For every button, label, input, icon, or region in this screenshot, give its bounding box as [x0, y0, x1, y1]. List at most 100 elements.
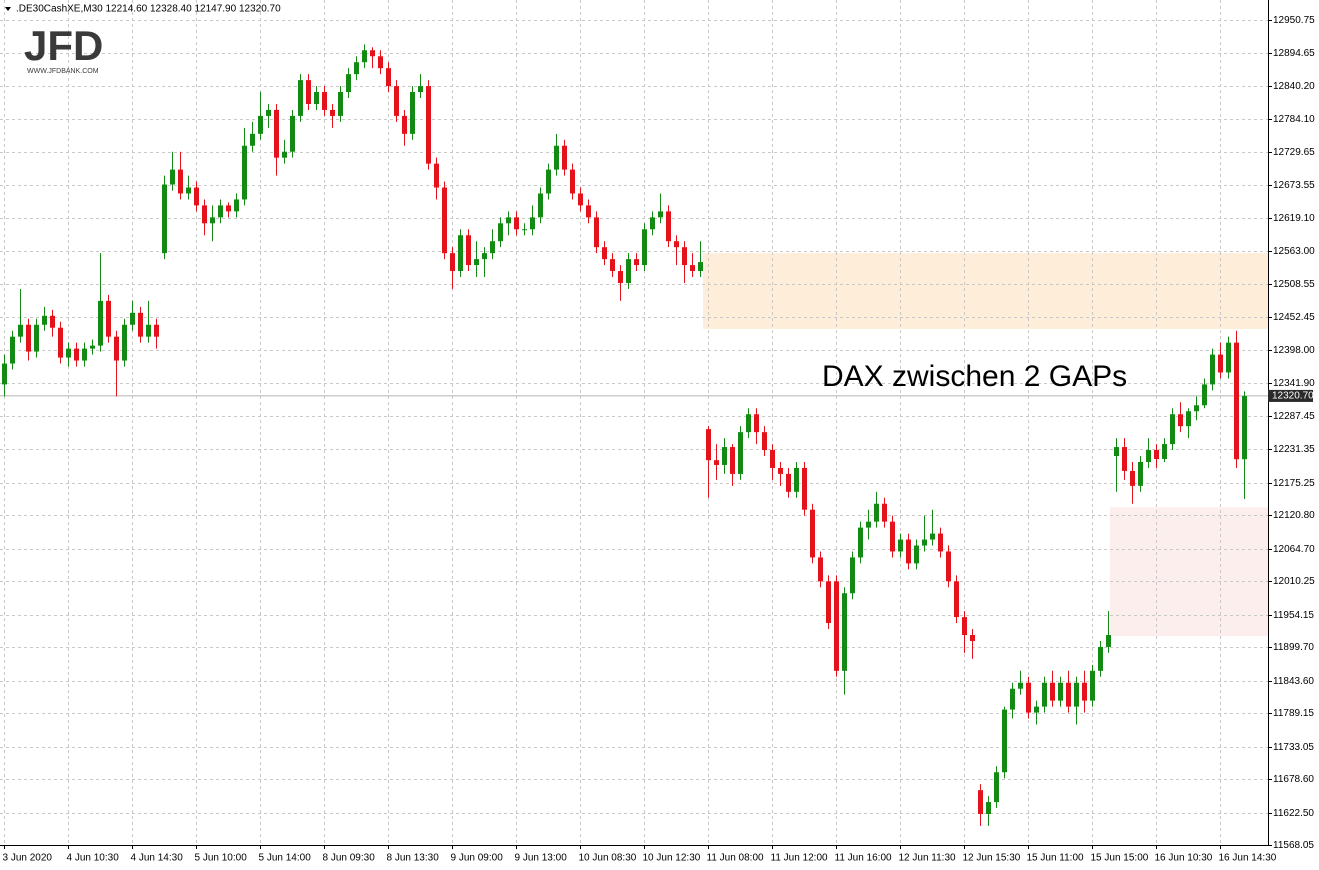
y-tick-label: 11678.60 — [1273, 774, 1314, 785]
candle-body — [674, 241, 679, 248]
candle-body — [922, 539, 927, 546]
candle-body — [1226, 342, 1231, 373]
candle-body — [618, 271, 623, 283]
candle-body — [1194, 405, 1199, 412]
candle-body — [1042, 682, 1047, 707]
candle-body — [154, 324, 159, 337]
candle-body — [266, 109, 271, 116]
candle-body — [594, 217, 599, 248]
candle-body — [826, 581, 831, 624]
x-tick-label: 11 Jun 12:00 — [771, 853, 829, 864]
candle-body — [418, 86, 423, 93]
candle-body — [402, 115, 407, 134]
candle-body — [234, 199, 239, 212]
candle-body — [762, 432, 767, 451]
candle-body — [226, 205, 231, 212]
candle-body — [298, 80, 303, 116]
candle-body — [354, 62, 359, 75]
y-tick-label: 12398.00 — [1273, 345, 1315, 356]
candle-body — [98, 300, 103, 346]
candle-body — [690, 265, 695, 272]
candle-body — [370, 50, 375, 57]
candle-body — [146, 324, 151, 337]
candle-body — [722, 447, 727, 465]
candle-body — [866, 521, 871, 528]
x-tick-label: 11 Jun 16:00 — [835, 853, 893, 864]
candle-body — [538, 193, 543, 218]
y-tick-label: 12784.10 — [1273, 114, 1315, 125]
candle-body — [186, 187, 191, 194]
candle-body — [1106, 635, 1111, 647]
y-tick-label: 12673.55 — [1273, 180, 1315, 191]
candle-body — [970, 635, 975, 641]
candle-body — [626, 259, 631, 283]
candle-body — [66, 348, 71, 358]
candle-body — [34, 324, 39, 352]
candle-body — [26, 324, 31, 352]
candle-body — [610, 259, 615, 272]
y-tick-label: 11789.15 — [1273, 708, 1314, 719]
candle-body — [706, 429, 711, 461]
y-tick-label: 12508.55 — [1273, 279, 1315, 290]
candle-body — [386, 68, 391, 87]
candle-body — [482, 253, 487, 260]
candle-body — [498, 223, 503, 242]
candle-body — [1186, 411, 1191, 427]
price-label: 12320.70 — [1272, 391, 1314, 402]
candle-body — [850, 557, 855, 594]
candle-body — [738, 432, 743, 474]
candle-body — [306, 80, 311, 104]
candle-body — [658, 211, 663, 218]
candle-body — [666, 211, 671, 242]
y-tick-label: 12287.45 — [1273, 411, 1315, 422]
y-tick-label: 11954.15 — [1273, 610, 1314, 621]
x-tick-label: 5 Jun 14:00 — [259, 853, 312, 864]
candle-body — [954, 581, 959, 618]
candle-body — [818, 557, 823, 582]
candle-body — [1018, 682, 1023, 689]
candle-body — [1154, 450, 1159, 459]
candle-body — [746, 414, 751, 433]
candle-body — [162, 184, 167, 254]
candle-body — [546, 169, 551, 194]
candle-body — [930, 533, 935, 540]
plot — [0, 0, 1268, 846]
y-tick-label: 11899.70 — [1273, 642, 1314, 653]
y-tick-label: 12010.25 — [1273, 576, 1315, 587]
candle-body — [330, 109, 335, 116]
candle-body — [82, 348, 87, 361]
candle-body — [42, 315, 47, 325]
candle-body — [202, 205, 207, 224]
candle-body — [562, 145, 567, 170]
candle-body — [466, 235, 471, 266]
candle-body — [898, 539, 903, 552]
candle-body — [514, 217, 519, 230]
price-box — [1268, 389, 1313, 402]
candle-body — [114, 336, 119, 361]
candle-body — [394, 86, 399, 116]
candle-body — [1026, 682, 1031, 713]
candle-body — [962, 617, 967, 636]
y-tick-label: 11843.60 — [1273, 676, 1314, 687]
candle-body — [250, 133, 255, 146]
candle-body — [586, 205, 591, 218]
y-tick-label: 12894.65 — [1273, 48, 1315, 59]
candle-body — [698, 262, 703, 272]
candle-body — [1178, 414, 1183, 427]
candle-body — [274, 109, 279, 158]
candle-body — [1010, 688, 1015, 710]
candle-body — [506, 217, 511, 224]
candle-body — [218, 205, 223, 218]
candle-body — [242, 145, 247, 200]
candle-body — [426, 86, 431, 164]
candle-body — [1210, 354, 1215, 385]
candle-body — [434, 163, 439, 188]
candle-body — [1002, 709, 1007, 773]
candle-body — [1234, 342, 1239, 460]
candle-body — [978, 790, 983, 815]
y-tick-label: 12064.70 — [1273, 544, 1315, 555]
candle-body — [1066, 682, 1071, 707]
annotation: DAX zwischen 2 GAPs — [822, 360, 1127, 393]
